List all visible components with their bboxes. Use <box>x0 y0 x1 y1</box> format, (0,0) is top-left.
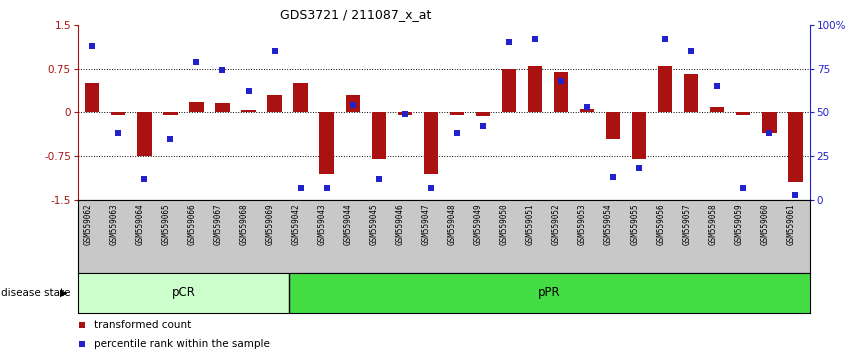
Bar <box>346 95 360 113</box>
Bar <box>449 113 464 115</box>
Bar <box>289 273 810 313</box>
Bar <box>684 74 698 113</box>
Text: percentile rank within the sample: percentile rank within the sample <box>94 339 270 349</box>
Text: GSM559066: GSM559066 <box>187 203 197 245</box>
Text: GSM559059: GSM559059 <box>734 203 743 245</box>
Text: GSM559061: GSM559061 <box>786 203 795 245</box>
Bar <box>501 69 516 113</box>
Text: GSM559069: GSM559069 <box>266 203 275 245</box>
Bar <box>242 110 255 113</box>
Bar <box>658 66 672 113</box>
Text: GSM559052: GSM559052 <box>552 203 561 245</box>
Bar <box>163 113 178 115</box>
Bar <box>397 113 412 115</box>
Bar <box>268 95 281 113</box>
Text: GSM559060: GSM559060 <box>760 203 769 245</box>
Text: GSM559054: GSM559054 <box>604 203 613 245</box>
Text: GSM559063: GSM559063 <box>109 203 119 245</box>
Text: GSM559067: GSM559067 <box>214 203 223 245</box>
Bar <box>294 83 307 113</box>
Bar <box>580 109 594 113</box>
Text: GSM559068: GSM559068 <box>240 203 249 245</box>
Text: ▶: ▶ <box>60 288 68 298</box>
Bar <box>632 113 646 159</box>
Text: GDS3721 / 211087_x_at: GDS3721 / 211087_x_at <box>281 8 431 21</box>
Bar <box>423 113 438 174</box>
Text: GSM559053: GSM559053 <box>578 203 587 245</box>
Text: GSM559044: GSM559044 <box>344 203 352 245</box>
Bar <box>372 113 386 159</box>
Bar <box>475 113 490 116</box>
Text: GSM559050: GSM559050 <box>500 203 509 245</box>
Text: GSM559043: GSM559043 <box>318 203 326 245</box>
Text: GSM559045: GSM559045 <box>370 203 378 245</box>
Bar <box>788 113 803 182</box>
Text: GSM559047: GSM559047 <box>422 203 430 245</box>
Bar <box>762 113 777 133</box>
Bar <box>606 113 620 139</box>
Text: pCR: pCR <box>171 286 196 299</box>
Text: GSM559046: GSM559046 <box>396 203 404 245</box>
Text: transformed count: transformed count <box>94 320 191 330</box>
Text: pPR: pPR <box>538 286 560 299</box>
Bar <box>190 102 204 113</box>
Bar <box>111 113 126 115</box>
Text: GSM559049: GSM559049 <box>474 203 483 245</box>
Bar <box>736 113 751 115</box>
Bar <box>710 107 725 113</box>
Text: GSM559051: GSM559051 <box>526 203 535 245</box>
Bar <box>527 66 542 113</box>
Text: GSM559064: GSM559064 <box>135 203 145 245</box>
Bar <box>85 83 100 113</box>
Text: GSM559042: GSM559042 <box>292 203 301 245</box>
Text: disease state: disease state <box>1 288 70 298</box>
Bar <box>78 273 289 313</box>
Text: GSM559056: GSM559056 <box>656 203 665 245</box>
Text: GSM559055: GSM559055 <box>630 203 639 245</box>
Text: GSM559057: GSM559057 <box>682 203 691 245</box>
Bar <box>137 113 152 156</box>
Text: GSM559048: GSM559048 <box>448 203 457 245</box>
Bar <box>320 113 333 174</box>
Text: GSM559058: GSM559058 <box>708 203 717 245</box>
Text: GSM559062: GSM559062 <box>83 203 93 245</box>
Bar <box>554 72 568 113</box>
Text: GSM559065: GSM559065 <box>161 203 171 245</box>
Bar <box>216 103 229 113</box>
